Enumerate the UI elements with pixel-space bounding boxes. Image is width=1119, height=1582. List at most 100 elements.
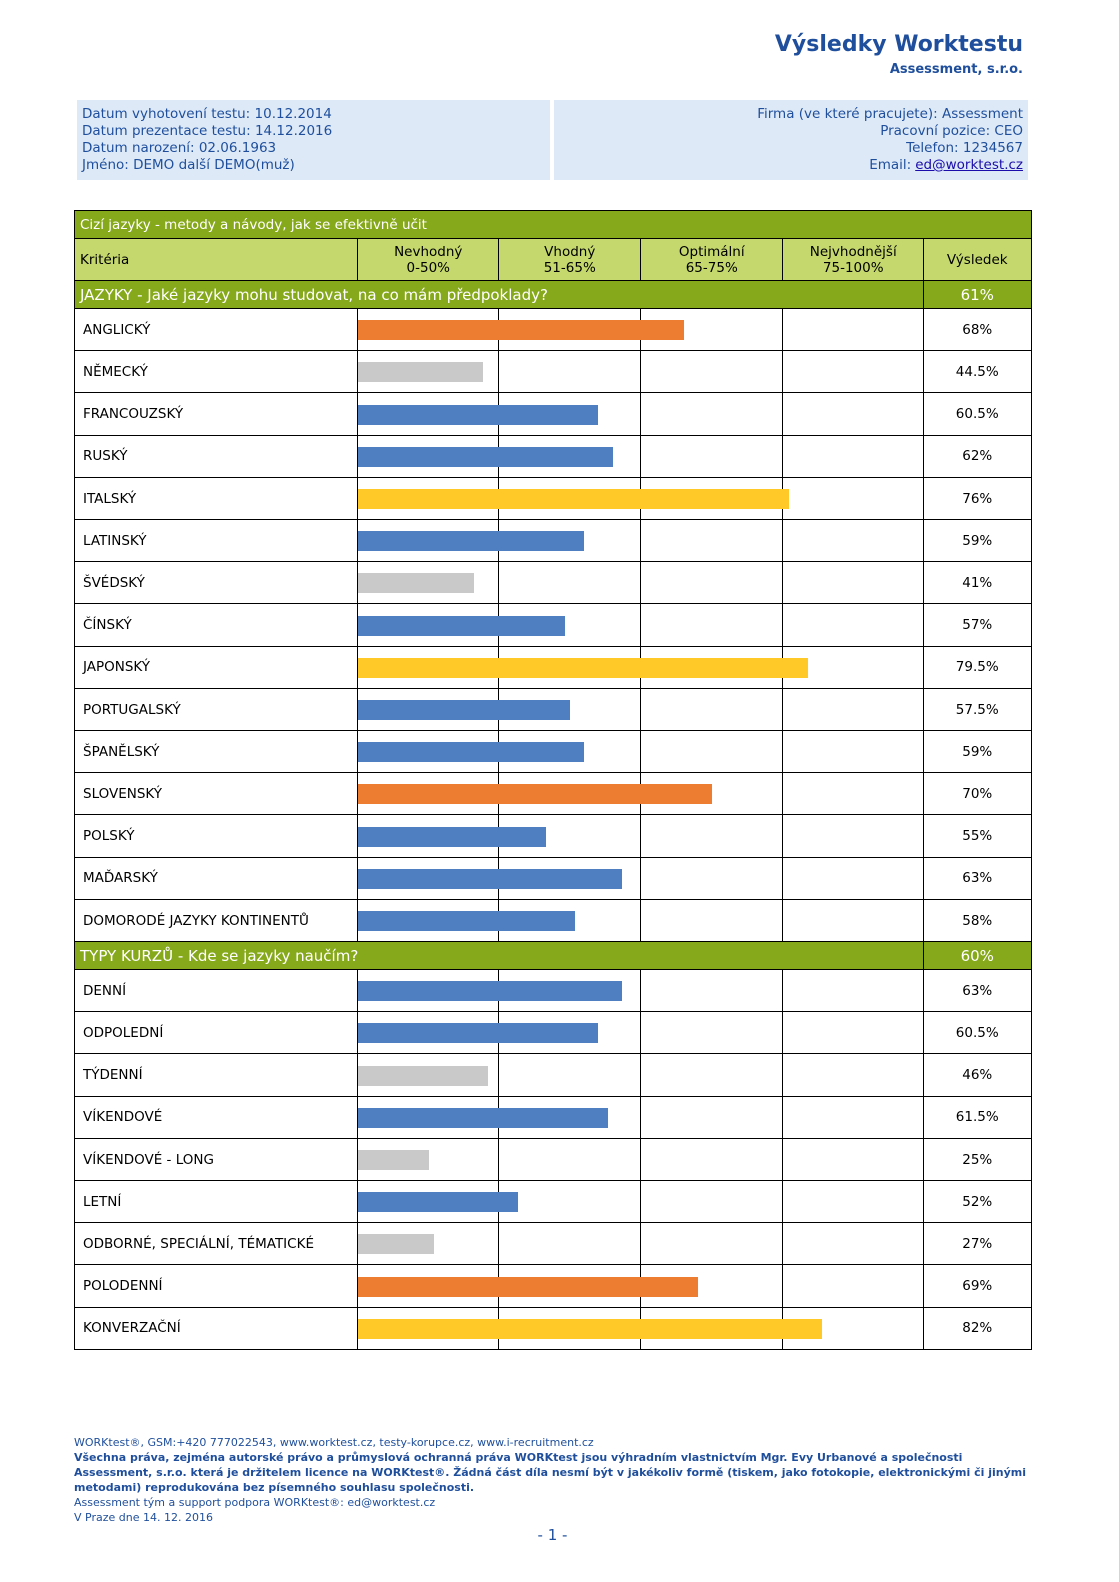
- bar: [358, 1149, 429, 1170]
- scale-cell: [498, 1222, 642, 1266]
- scale-cell: [782, 1264, 925, 1309]
- row-name: RUSKÝ: [74, 434, 359, 479]
- title: Výsledky Worktestu: [774, 32, 1023, 57]
- bar: [358, 1276, 698, 1297]
- email-link[interactable]: ed@worktest.cz: [915, 157, 1023, 173]
- scale-cell: [640, 730, 784, 774]
- row-name: JAPONSKÝ: [74, 645, 359, 690]
- result-header: Výsledek: [923, 238, 1032, 282]
- bar: [358, 910, 575, 931]
- scale-cell: [498, 1180, 642, 1224]
- row-name: KONVERZAČNÍ: [74, 1306, 359, 1351]
- bar: [358, 1192, 518, 1213]
- band-name: Vhodný: [544, 243, 596, 260]
- row-result: 79.5%: [923, 645, 1032, 690]
- scale-cell: [498, 1053, 642, 1098]
- row-name: SLOVENSKÝ: [74, 772, 359, 816]
- band-name: Nevhodný: [394, 243, 463, 260]
- scale-cell: [640, 1011, 784, 1055]
- bar: [358, 404, 599, 425]
- row-name: ANGLICKÝ: [74, 308, 359, 352]
- row-name: TÝDENNÍ: [74, 1053, 359, 1098]
- row-name: DENNÍ: [74, 969, 359, 1013]
- info-line: Datum prezentace testu: 14.12.2016: [82, 123, 333, 139]
- row-result: 59%: [923, 730, 1032, 774]
- bar: [358, 1023, 599, 1044]
- row-name: ODPOLEDNÍ: [74, 1011, 359, 1055]
- bar: [358, 446, 613, 467]
- scale-cell: [782, 730, 925, 774]
- row-result: 41%: [923, 561, 1032, 605]
- bar: [358, 1065, 488, 1086]
- group-result: 61%: [923, 280, 1032, 310]
- row-name: VÍKENDOVÉ: [74, 1095, 359, 1140]
- scale-cell: [498, 561, 642, 605]
- band-name: Optimální: [678, 243, 745, 260]
- bar: [358, 320, 684, 341]
- scale-cell: [640, 856, 784, 901]
- scale-cell: [640, 350, 784, 394]
- bar: [358, 1234, 435, 1255]
- row-result: 44.5%: [923, 350, 1032, 394]
- info-line: Jméno: DEMO další DEMO(muž): [82, 157, 295, 173]
- info-line: Datum vyhotovení testu: 10.12.2014: [82, 106, 332, 122]
- band-header: Vhodný 51-65%: [498, 238, 642, 282]
- scale-cell: [640, 1222, 784, 1266]
- scale-cell: [782, 898, 925, 943]
- bar: [358, 784, 712, 805]
- footer-rights: Všechna práva, zejména autorské právo a …: [74, 1451, 1027, 1494]
- info-line: Pracovní pozice: CEO: [880, 123, 1023, 139]
- band-range: 51-65%: [543, 259, 596, 276]
- row-name: ŠPANĚLSKÝ: [74, 730, 359, 774]
- scale-cell: [640, 687, 784, 732]
- scale-cell: [782, 603, 925, 648]
- scale-cell: [640, 392, 784, 437]
- band-range: 75-100%: [822, 259, 884, 276]
- group-result: 60%: [923, 941, 1032, 971]
- row-result: 69%: [923, 1264, 1032, 1309]
- scale-cell: [640, 1137, 784, 1182]
- row-result: 63%: [923, 969, 1032, 1013]
- info-left: Datum vyhotovení testu: 10.12.2014 Datum …: [77, 100, 550, 180]
- row-name: NĚMECKÝ: [74, 350, 359, 394]
- band-range: 65-75%: [685, 259, 738, 276]
- bar: [358, 1107, 608, 1128]
- row-result: 62%: [923, 434, 1032, 479]
- scale-cell: [640, 519, 784, 563]
- bar: [358, 362, 484, 383]
- bar: [358, 488, 789, 509]
- scale-cell: [782, 392, 925, 437]
- row-result: 61.5%: [923, 1095, 1032, 1140]
- scale-cell: [640, 814, 784, 859]
- scale-cell: [782, 1095, 925, 1140]
- table-title: Cizí jazyky - metody a návody, jak se ef…: [74, 210, 1032, 240]
- info-line: Datum narození: 02.06.1963: [82, 140, 277, 156]
- scale-cell: [782, 350, 925, 394]
- row-result: 82%: [923, 1306, 1032, 1351]
- row-name: ITALSKÝ: [74, 476, 359, 521]
- band-name: Nejvhodnější: [809, 243, 897, 260]
- row-name: ODBORNÉ, SPECIÁLNÍ, TÉMATICKÉ: [74, 1222, 359, 1266]
- row-name: MAĎARSKÝ: [74, 856, 359, 901]
- info-line: Firma (ve které pracujete): Assessment: [757, 106, 1023, 122]
- row-name: PORTUGALSKÝ: [74, 687, 359, 732]
- bar: [358, 531, 585, 552]
- scale-cell: [640, 969, 784, 1013]
- scale-cell: [640, 1180, 784, 1224]
- scale-cell: [782, 1180, 925, 1224]
- row-result: 57%: [923, 603, 1032, 648]
- bar: [358, 826, 547, 847]
- footer-support: Assessment tým a support podpora WORKtes…: [74, 1496, 436, 1509]
- scale-cell: [640, 603, 784, 648]
- scale-cell: [782, 1222, 925, 1266]
- row-name: ČÍNSKÝ: [74, 603, 359, 648]
- email-label: Email:: [869, 157, 912, 173]
- bar: [358, 1318, 823, 1339]
- scale-cell: [640, 898, 784, 943]
- scale-cell: [782, 772, 925, 816]
- scale-cell: [498, 1137, 642, 1182]
- scale-cell: [782, 519, 925, 563]
- row-result: 63%: [923, 856, 1032, 901]
- row-name: DOMORODÉ JAZYKY KONTINENTŮ: [74, 898, 359, 943]
- page-number: - 1 -: [537, 1526, 568, 1544]
